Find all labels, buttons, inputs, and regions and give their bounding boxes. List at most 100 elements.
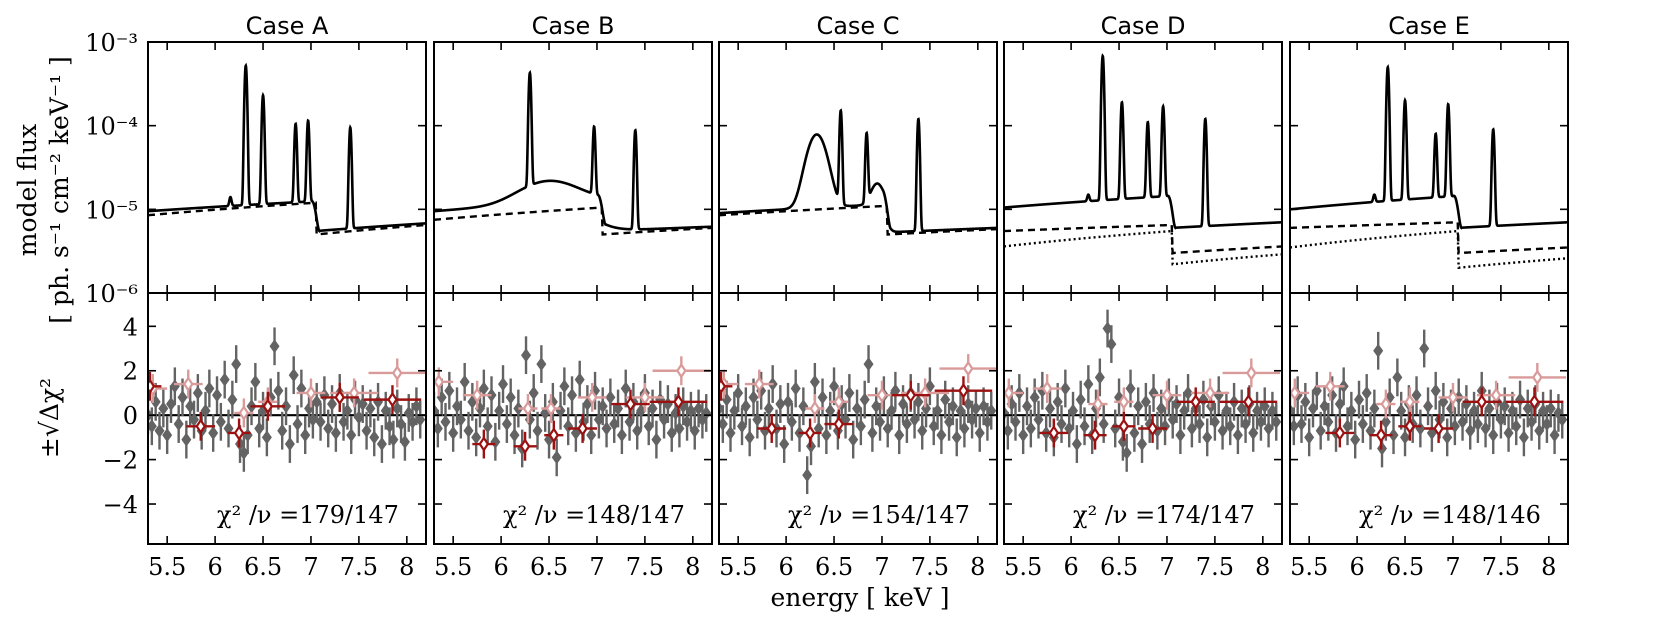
gray-point xyxy=(1198,392,1209,407)
model-panel xyxy=(1290,64,1568,270)
gray-point xyxy=(242,428,253,443)
gray-point xyxy=(1175,428,1186,443)
gray-point xyxy=(1308,401,1319,416)
gray-point xyxy=(509,428,520,443)
residual-panel xyxy=(1290,329,1568,468)
gray-point xyxy=(1252,403,1263,418)
x-tick-label: 7 xyxy=(589,553,604,581)
dark-red-point xyxy=(1476,393,1488,410)
gray-point xyxy=(636,403,647,418)
gray-point xyxy=(674,421,685,436)
gray-point xyxy=(162,428,173,443)
x-tick-label: 6.5 xyxy=(1386,553,1424,581)
gray-point xyxy=(269,339,280,354)
gray-point xyxy=(521,348,532,363)
gray-point xyxy=(752,412,763,427)
light-red-point xyxy=(522,400,534,417)
light-red-point xyxy=(809,400,821,417)
gray-point xyxy=(737,419,748,434)
light-red-point xyxy=(238,404,250,421)
gray-point xyxy=(501,417,512,432)
gray-point xyxy=(1179,403,1190,418)
gray-point xyxy=(452,399,463,414)
gray-point xyxy=(852,401,863,416)
gray-point xyxy=(434,421,443,436)
gray-point xyxy=(250,374,261,389)
top-frame xyxy=(147,41,427,294)
total-model-line xyxy=(1290,64,1568,230)
gray-point xyxy=(829,379,840,394)
light-red-point xyxy=(348,384,360,401)
gray-point xyxy=(407,414,418,429)
dark-red-point xyxy=(673,393,684,410)
light-red-point xyxy=(471,387,483,404)
dark-red-point xyxy=(1243,393,1254,410)
gray-point xyxy=(204,381,215,396)
gray-point xyxy=(1110,421,1121,436)
gray-point xyxy=(775,397,786,412)
gray-point xyxy=(478,381,489,396)
gray-point xyxy=(871,399,882,414)
gray-point xyxy=(729,403,740,418)
gray-point xyxy=(1549,428,1560,443)
gray-point xyxy=(1442,430,1453,445)
dark-red-point xyxy=(833,416,845,433)
dark-red-point xyxy=(148,378,156,395)
light-red-point xyxy=(391,364,403,381)
gray-point xyxy=(947,399,958,414)
gray-point xyxy=(1098,417,1109,432)
dark-red-point xyxy=(625,396,636,413)
total-model-line xyxy=(1004,53,1282,230)
light-red-point xyxy=(753,376,765,393)
gray-point xyxy=(1507,403,1518,418)
panel-case-e: Case E 5.5 6 6.5 7 7.5 8χ² /ν =148/146 xyxy=(1289,12,1569,581)
gray-point xyxy=(951,430,962,445)
light-red-point xyxy=(676,362,687,379)
gray-point xyxy=(361,423,372,438)
gray-point xyxy=(1469,403,1480,418)
gray-point xyxy=(311,394,322,409)
gray-point xyxy=(281,399,292,414)
gray-point xyxy=(1129,425,1140,440)
gray-point xyxy=(740,399,751,414)
gray-point xyxy=(284,437,295,452)
gray-point xyxy=(1236,401,1247,416)
dark-red-point xyxy=(233,424,245,441)
gray-point xyxy=(1079,419,1090,434)
panel-title: Case B xyxy=(532,12,615,40)
y-tick-label-top: 10⁻⁵ xyxy=(85,196,138,224)
gray-point xyxy=(494,403,505,418)
gray-point xyxy=(411,399,422,414)
gray-point xyxy=(219,372,230,387)
gray-point xyxy=(1156,401,1167,416)
gray-point xyxy=(1004,405,1009,420)
gray-point xyxy=(1068,403,1079,418)
gray-point xyxy=(909,412,920,427)
y-tick-label-top: 10⁻³ xyxy=(85,29,138,57)
gray-point xyxy=(498,377,509,392)
gray-point xyxy=(215,414,226,429)
top-frame xyxy=(433,41,713,294)
light-red-point xyxy=(1204,384,1216,401)
gray-point xyxy=(978,399,989,414)
y-tick-label-bottom: −2 xyxy=(103,447,138,475)
gray-point xyxy=(1346,403,1357,418)
gray-point xyxy=(1240,417,1251,432)
x-tick-label: 5.5 xyxy=(148,553,186,581)
dark-red-point xyxy=(478,436,490,453)
gray-point xyxy=(940,392,951,407)
gray-point xyxy=(1545,401,1556,416)
x-tick-label: 8 xyxy=(970,553,985,581)
gray-point xyxy=(1221,403,1232,418)
chi2-label: χ² /ν =179/147 xyxy=(217,501,399,529)
gray-point xyxy=(1133,399,1144,414)
gray-point xyxy=(1557,412,1568,427)
residual-panel xyxy=(1004,309,1282,472)
gray-point xyxy=(875,414,886,429)
x-tick-label: 6.5 xyxy=(815,553,853,581)
gray-point xyxy=(693,401,704,416)
continuum-dashed-line xyxy=(1290,221,1568,255)
gray-point xyxy=(444,383,455,398)
gray-point xyxy=(261,430,272,445)
x-tick-label: 5.5 xyxy=(434,553,472,581)
